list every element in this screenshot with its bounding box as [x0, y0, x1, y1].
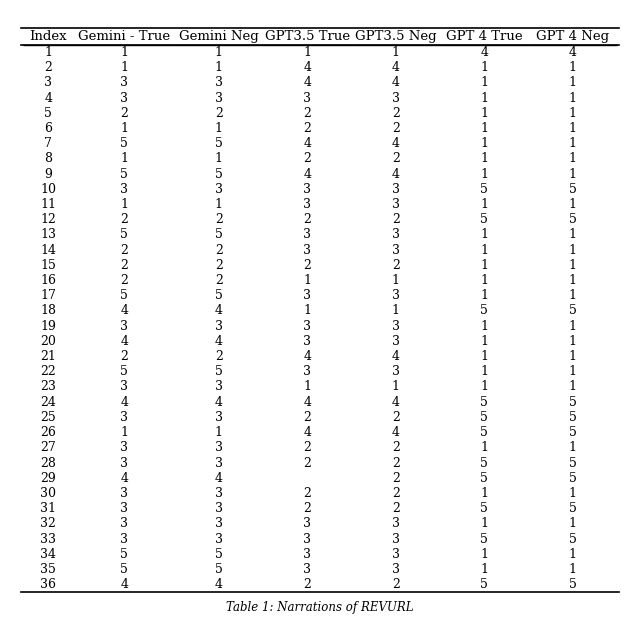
- Text: Table 1: Narrations of REVURL: Table 1: Narrations of REVURL: [227, 601, 413, 614]
